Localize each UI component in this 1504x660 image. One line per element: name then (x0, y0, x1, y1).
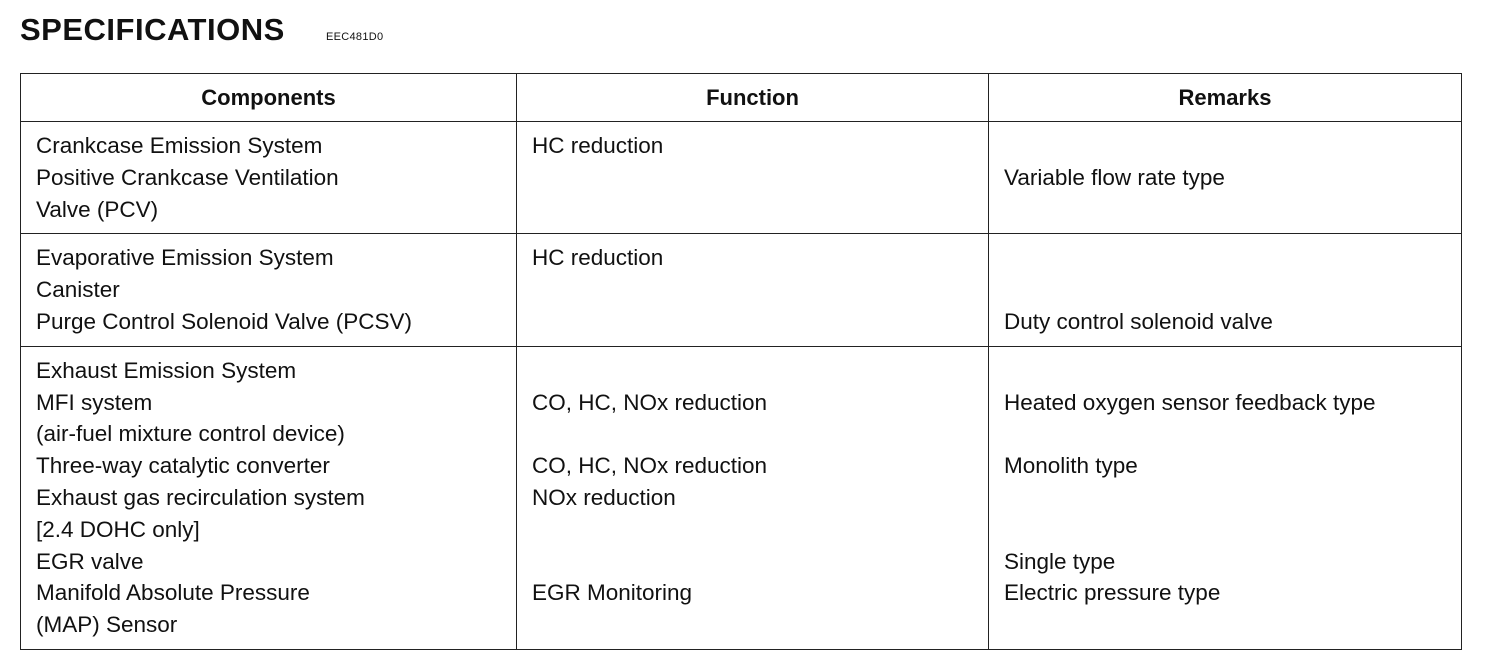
remarks-line (1004, 130, 1461, 162)
remarks-line: Duty control solenoid valve (1004, 308, 1273, 334)
components-line: Positive Crankcase Ventilation (36, 164, 339, 190)
specifications-table: Components Function Remarks Crankcase Em… (20, 73, 1462, 650)
page-title: SPECIFICATIONS (20, 12, 285, 47)
table-row: Evaporative Emission System Canister Purge… (20, 233, 1462, 347)
remarks-line (1004, 194, 1461, 226)
cell-function: HC reduction (516, 233, 989, 347)
components-line: EGR valve (36, 548, 144, 574)
components-line: Canister (36, 277, 120, 303)
cell-remarks: Variable flow rate type (988, 120, 1462, 235)
cell-components: Evaporative Emission System Canister Purge… (20, 233, 517, 347)
function-line (532, 418, 988, 450)
document-code: EEC481D0 (326, 31, 384, 43)
cell-remarks: Heated oxygen sensor feedback type Monoli… (988, 345, 1462, 650)
function-line (532, 162, 988, 194)
cell-remarks: Duty control solenoid valve (988, 233, 1462, 347)
cell-components: Crankcase Emission System Positive Crankc… (20, 120, 517, 235)
components-line: (MAP) Sensor (36, 612, 178, 638)
table-row: Crankcase Emission System Positive Crankc… (20, 120, 1462, 235)
components-line: Crankcase Emission System (36, 133, 323, 158)
function-line (532, 355, 988, 387)
remarks-line: Monolith type (1004, 453, 1138, 479)
function-line (532, 546, 988, 578)
remarks-line (1004, 418, 1461, 450)
function-line: CO, HC, NOx reduction (532, 389, 768, 415)
remarks-line (1004, 242, 1461, 274)
remarks-line: Variable flow rate type (1004, 164, 1225, 190)
cell-function: CO, HC, NOx reduction CO, HC, NOx reducti… (516, 345, 989, 650)
remarks-line: Single type (1004, 548, 1116, 574)
components-line: Three-way catalytic converter (36, 453, 330, 479)
remarks-line (1004, 355, 1461, 387)
function-line: NOx reduction (532, 484, 676, 510)
components-line: [2.4 DOHC only] (36, 516, 200, 542)
function-line: HC reduction (532, 245, 664, 271)
remarks-line (1004, 274, 1461, 306)
components-line: Purge Control Solenoid Valve (PCSV) (36, 308, 413, 334)
header-remarks: Remarks (988, 73, 1462, 122)
function-line: EGR Monitoring (532, 580, 693, 606)
remarks-line (1004, 514, 1461, 546)
components-line: Exhaust Emission System (36, 357, 297, 383)
remarks-line (1004, 609, 1461, 641)
function-line (532, 514, 988, 546)
header-row: Components Function Remarks (20, 73, 1462, 122)
function-line (532, 274, 988, 306)
components-line: Manifold Absolute Pressure (36, 580, 310, 606)
components-line: MFI system (36, 389, 153, 415)
function-line (532, 609, 988, 641)
function-line: HC reduction (532, 133, 664, 158)
header-function: Function (516, 73, 989, 122)
function-line (532, 306, 988, 338)
cell-function: HC reduction (516, 120, 989, 235)
components-line: Evaporative Emission System (36, 245, 334, 271)
table-row: Exhaust Emission System MFI system (air-fu… (20, 345, 1462, 650)
components-line: (air-fuel mixture control device) (36, 421, 345, 447)
remarks-line: Heated oxygen sensor feedback type (1004, 389, 1376, 415)
remarks-line: Electric pressure type (1004, 580, 1221, 606)
remarks-line (1004, 482, 1461, 514)
function-line: CO, HC, NOx reduction (532, 453, 768, 479)
function-line (532, 194, 988, 226)
cell-components: Exhaust Emission System MFI system (air-fu… (20, 345, 517, 650)
components-line: Valve (PCV) (36, 196, 159, 222)
header-components: Components (20, 73, 517, 122)
components-line: Exhaust gas recirculation system (36, 484, 365, 510)
